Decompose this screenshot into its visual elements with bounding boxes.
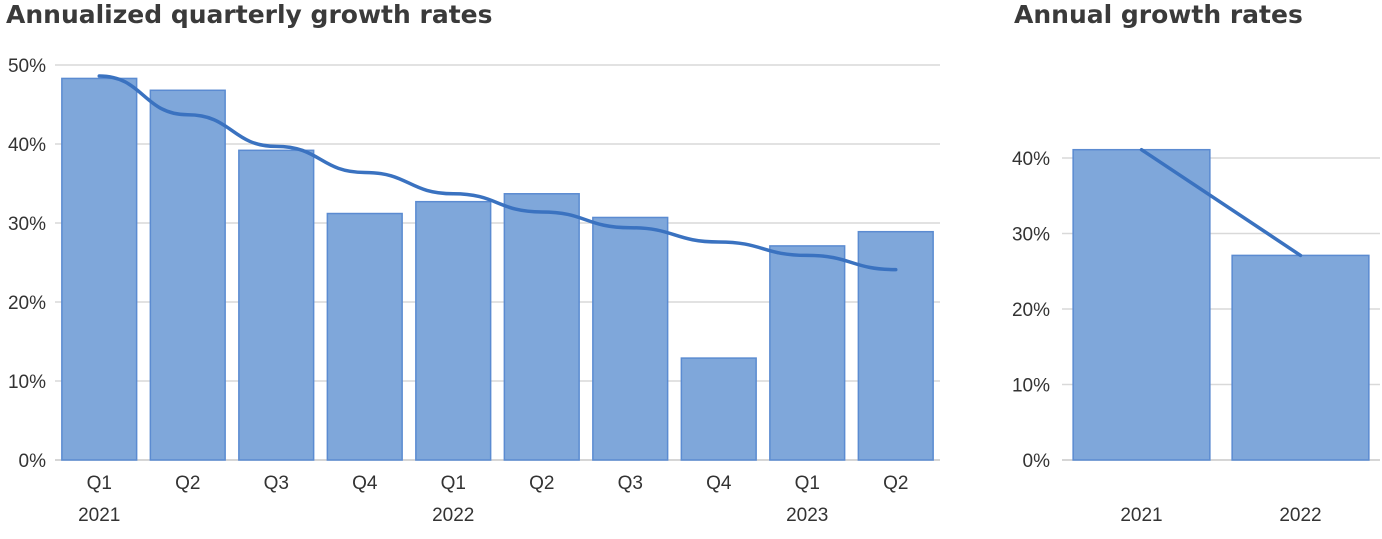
annual-trend-line [1139,147,1303,258]
quarterly-x-tick-label: Q4 [706,473,732,494]
quarterly-x-tick-label: Q3 [264,473,289,494]
quarterly-bar [149,89,226,461]
quarterly-year-label: 2023 [786,505,828,526]
annual-x-tick-label: 2022 [1279,505,1321,526]
quarterly-trend-line [97,74,898,272]
annual-y-tick-label: 40% [1012,149,1050,170]
quarterly-x-tick-label: Q2 [175,473,200,494]
quarterly-x-tick-label: Q4 [352,473,378,494]
quarterly-y-tick-label: 20% [8,293,46,314]
quarterly-year-label: 2022 [432,505,474,526]
quarterly-x-tick-label: Q3 [618,473,643,494]
annual-y-tick-label: 0% [1023,451,1051,472]
quarterly-x-tick-label: Q2 [883,473,908,494]
annual-x-tick-label: 2021 [1120,505,1162,526]
quarterly-bar [680,357,757,461]
quarterly-chart-title: Annualized quarterly growth rates [6,0,493,29]
quarterly-x-tick-label: Q1 [795,473,820,494]
quarterly-y-tick-label: 10% [8,372,46,393]
quarterly-bar [61,77,138,461]
quarterly-y-tick-label: 40% [8,135,46,156]
quarterly-bar [503,193,580,461]
quarterly-bar [415,200,492,461]
quarterly-y-tick-label: 0% [19,451,47,472]
annual-y-tick-label: 10% [1012,376,1050,397]
quarterly-bar [769,245,846,461]
quarterly-x-tick-label: Q1 [441,473,466,494]
quarterly-x-tick-label: Q1 [87,473,112,494]
quarterly-year-label: 2021 [78,505,120,526]
annual-bar [1072,148,1211,461]
annual-bar [1231,254,1370,461]
annual-y-tick-label: 30% [1012,225,1050,246]
annual-chart-title: Annual growth rates [1014,0,1303,29]
quarterly-y-tick-label: 50% [8,56,46,77]
quarterly-bar [592,216,669,461]
quarterly-bar [238,149,315,461]
annual-y-tick-label: 20% [1012,300,1050,321]
quarterly-y-tick-label: 30% [8,214,46,235]
quarterly-x-tick-label: Q2 [529,473,554,494]
quarterly-bar [326,212,403,461]
